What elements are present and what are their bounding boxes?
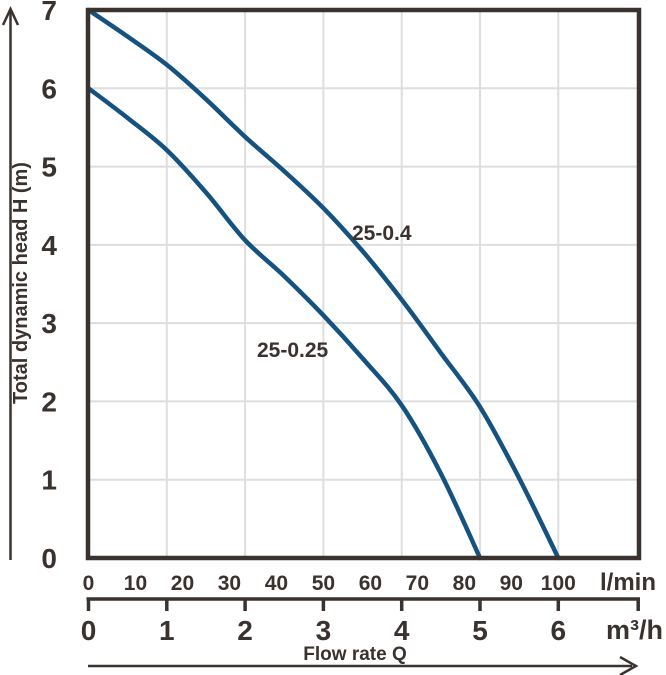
lmin-tick-label: 20 [171, 572, 194, 595]
m3h-axis: 0 1 2 3 4 5 6 [81, 597, 640, 646]
y-tick-label: 3 [41, 308, 57, 339]
y-tick-labels: 0 1 2 3 4 5 6 7 [41, 0, 57, 574]
y-axis-title: Total dynamic head H (m) [10, 162, 32, 404]
lmin-tick-label: 90 [500, 572, 523, 595]
m3h-tick-label: 4 [394, 615, 410, 646]
plot-border [85, 7, 642, 561]
m3h-tick-label: 6 [551, 615, 567, 646]
y-tick-label: 6 [41, 73, 57, 104]
lmin-tick-labels: 0 10 20 30 40 50 60 70 80 90 100 [83, 572, 576, 595]
lmin-tick-label: 70 [406, 572, 429, 595]
lmin-tick-label: 60 [359, 572, 382, 595]
lmin-tick-label: 10 [124, 572, 147, 595]
y-tick-label: 0 [41, 543, 57, 574]
lmin-tick-label: 100 [541, 572, 576, 595]
y-tick-label: 2 [41, 386, 57, 417]
m3h-tick-label: 0 [81, 615, 97, 646]
pump-curve-25-0.25 [86, 86, 483, 561]
grid-group [87, 10, 639, 558]
lmin-tick-label: 40 [265, 572, 288, 595]
x-axis-title: Flow rate Q [303, 644, 406, 665]
m3h-tick-label: 1 [159, 615, 175, 646]
m3h-tick-label: 2 [237, 615, 253, 646]
lmin-tick-label: 80 [453, 572, 476, 595]
lmin-tick-label: 30 [218, 572, 241, 595]
m3h-unit-label: m³/h [606, 615, 663, 645]
lmin-tick-label: 50 [312, 572, 335, 595]
y-tick-label: 4 [41, 230, 57, 261]
y-axis-arrow [1, 6, 20, 560]
curves-group [86, 7, 561, 561]
y-tick-label: 1 [41, 465, 57, 496]
m3h-tick-label: 3 [316, 615, 332, 646]
pump-curve-25-0.4 [86, 7, 561, 561]
x-axis-arrow [88, 655, 639, 675]
y-tick-label: 5 [41, 152, 57, 183]
curve-label-25-0.25: 25-0.25 [257, 339, 329, 362]
curve-label-25-0.4: 25-0.4 [352, 222, 412, 245]
m3h-tick-label: 5 [472, 615, 488, 646]
lmin-unit-label: l/min [600, 569, 656, 596]
y-tick-label: 7 [41, 0, 57, 26]
lmin-tick-label: 0 [83, 572, 95, 595]
